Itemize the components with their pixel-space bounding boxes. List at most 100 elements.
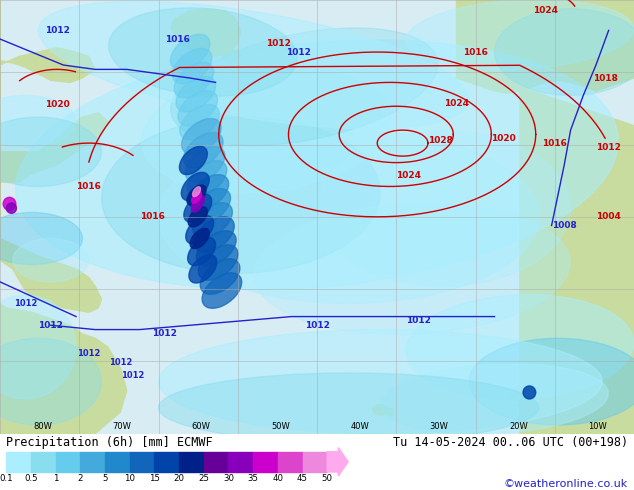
Ellipse shape — [189, 255, 217, 283]
Text: 80W: 80W — [34, 422, 52, 432]
Circle shape — [510, 388, 529, 401]
Text: 1020: 1020 — [44, 99, 70, 109]
Text: 1: 1 — [53, 474, 58, 483]
Ellipse shape — [174, 62, 214, 98]
Text: 1012: 1012 — [77, 349, 100, 358]
Ellipse shape — [171, 28, 438, 146]
Bar — [302, 452, 327, 472]
Text: 1012: 1012 — [406, 317, 431, 325]
Bar — [81, 452, 105, 472]
Text: 0.1: 0.1 — [0, 474, 13, 483]
Ellipse shape — [317, 130, 571, 286]
Polygon shape — [0, 0, 95, 82]
Text: 1020: 1020 — [491, 134, 516, 143]
Text: 35: 35 — [248, 474, 259, 483]
Text: 1028: 1028 — [428, 136, 453, 146]
Text: 20W: 20W — [509, 422, 527, 432]
Ellipse shape — [141, 67, 391, 193]
Polygon shape — [0, 182, 101, 312]
Text: 0.5: 0.5 — [24, 474, 38, 483]
Ellipse shape — [158, 330, 602, 434]
Text: 1016: 1016 — [463, 48, 488, 56]
Polygon shape — [171, 9, 241, 56]
Ellipse shape — [183, 132, 223, 168]
Ellipse shape — [495, 9, 634, 96]
Circle shape — [523, 392, 536, 401]
Text: 1012: 1012 — [596, 143, 621, 152]
Bar — [228, 452, 253, 472]
Ellipse shape — [158, 130, 539, 304]
Ellipse shape — [191, 196, 204, 212]
Text: 40W: 40W — [351, 422, 369, 432]
Ellipse shape — [0, 295, 76, 399]
Text: 30W: 30W — [430, 422, 448, 432]
Ellipse shape — [523, 386, 536, 399]
Text: ©weatheronline.co.uk: ©weatheronline.co.uk — [503, 479, 628, 489]
Ellipse shape — [406, 294, 634, 399]
Text: 20: 20 — [174, 474, 184, 483]
Text: 1012: 1012 — [285, 48, 311, 56]
Text: 1012: 1012 — [152, 329, 178, 339]
Ellipse shape — [200, 259, 240, 294]
Ellipse shape — [469, 338, 634, 425]
Ellipse shape — [188, 207, 207, 227]
Text: 1012: 1012 — [109, 358, 132, 367]
Ellipse shape — [254, 203, 570, 334]
Ellipse shape — [406, 0, 633, 70]
Text: 10: 10 — [124, 474, 135, 483]
Ellipse shape — [172, 49, 212, 84]
Ellipse shape — [191, 191, 202, 203]
Ellipse shape — [184, 194, 212, 222]
Text: 10W: 10W — [588, 422, 607, 432]
Ellipse shape — [190, 228, 209, 248]
Text: 1008: 1008 — [552, 221, 577, 230]
Bar — [278, 452, 302, 472]
Text: 1016: 1016 — [139, 212, 165, 221]
Polygon shape — [0, 304, 127, 434]
Text: 1024: 1024 — [444, 99, 469, 108]
Ellipse shape — [3, 197, 16, 210]
Text: 1016: 1016 — [76, 182, 101, 191]
Ellipse shape — [0, 338, 101, 425]
Text: 1016: 1016 — [165, 34, 190, 44]
Text: Tu 14-05-2024 00..06 UTC (00+198): Tu 14-05-2024 00..06 UTC (00+198) — [392, 437, 628, 449]
Text: 50W: 50W — [271, 422, 290, 432]
Bar — [105, 452, 130, 472]
Text: 1012: 1012 — [266, 39, 292, 48]
Ellipse shape — [195, 217, 234, 252]
Text: 2: 2 — [77, 474, 83, 483]
Bar — [130, 452, 155, 472]
Text: 1024: 1024 — [396, 172, 422, 180]
Text: 50: 50 — [321, 474, 333, 483]
Text: 5: 5 — [102, 474, 108, 483]
Ellipse shape — [193, 187, 200, 196]
Ellipse shape — [0, 96, 76, 147]
Polygon shape — [456, 0, 634, 93]
Text: 15: 15 — [149, 474, 160, 483]
Ellipse shape — [158, 373, 539, 442]
Text: 1012: 1012 — [44, 26, 70, 35]
Text: 1004: 1004 — [596, 212, 621, 221]
Bar — [204, 452, 228, 472]
Ellipse shape — [381, 364, 608, 434]
Ellipse shape — [188, 237, 216, 266]
Ellipse shape — [186, 216, 214, 244]
Ellipse shape — [197, 231, 236, 266]
Bar — [6, 452, 31, 472]
Ellipse shape — [39, 1, 469, 129]
Text: 1012: 1012 — [38, 321, 63, 330]
Text: 1016: 1016 — [542, 139, 567, 147]
Text: Precipitation (6h) [mm] ECMWF: Precipitation (6h) [mm] ECMWF — [6, 437, 213, 449]
Circle shape — [385, 409, 395, 416]
Ellipse shape — [0, 117, 101, 187]
Text: 1018: 1018 — [593, 74, 618, 82]
Text: 70W: 70W — [113, 422, 131, 432]
Ellipse shape — [187, 185, 206, 205]
Bar — [31, 452, 56, 472]
Text: 1012: 1012 — [304, 321, 330, 330]
Polygon shape — [222, 50, 241, 62]
Ellipse shape — [193, 203, 233, 238]
Ellipse shape — [178, 91, 217, 126]
Bar — [56, 452, 81, 472]
Bar — [179, 452, 204, 472]
